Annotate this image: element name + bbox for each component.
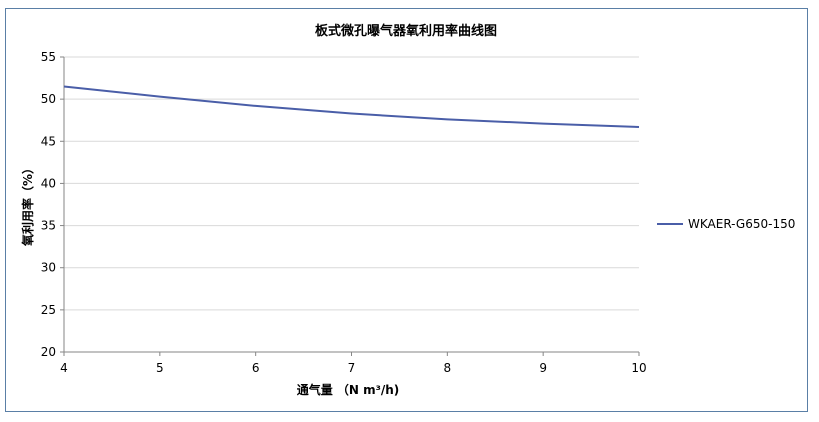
y-tick-label-35: 35 bbox=[41, 219, 56, 233]
y-tick-label-50: 50 bbox=[41, 92, 56, 106]
x-tick-label-9: 9 bbox=[539, 361, 547, 375]
x-tick-label-10: 10 bbox=[631, 361, 646, 375]
legend: WKAER-G650-150 bbox=[657, 217, 795, 231]
chart-frame bbox=[5, 8, 808, 412]
y-tick-label-20: 20 bbox=[41, 345, 56, 359]
legend-label: WKAER-G650-150 bbox=[688, 217, 795, 231]
axes bbox=[60, 56, 640, 356]
x-tick-labels: 4 5 6 7 8 9 10 bbox=[60, 361, 646, 375]
series-line-0 bbox=[63, 85, 640, 128]
y-tick-label-45: 45 bbox=[41, 134, 56, 148]
x-tick-label-7: 7 bbox=[348, 361, 356, 375]
series-lines bbox=[63, 85, 640, 128]
x-tick-label-6: 6 bbox=[252, 361, 260, 375]
y-axis-title: 氧利用率（%） bbox=[20, 162, 35, 247]
y-tick-label-40: 40 bbox=[41, 176, 56, 190]
grid-lines bbox=[64, 56, 639, 311]
chart-title: 板式微孔曝气器氧利用率曲线图 bbox=[315, 23, 497, 39]
y-tick-label-30: 30 bbox=[41, 261, 56, 275]
y-tick-labels: 20 25 30 35 40 45 50 55 bbox=[41, 50, 56, 359]
x-tick-label-8: 8 bbox=[444, 361, 452, 375]
x-tick-label-5: 5 bbox=[156, 361, 164, 375]
y-tick-label-25: 25 bbox=[41, 303, 56, 317]
x-tick-label-4: 4 bbox=[60, 361, 68, 375]
x-axis-title: 通气量 （N m³/h) bbox=[297, 382, 400, 397]
y-tick-label-55: 55 bbox=[41, 50, 56, 64]
